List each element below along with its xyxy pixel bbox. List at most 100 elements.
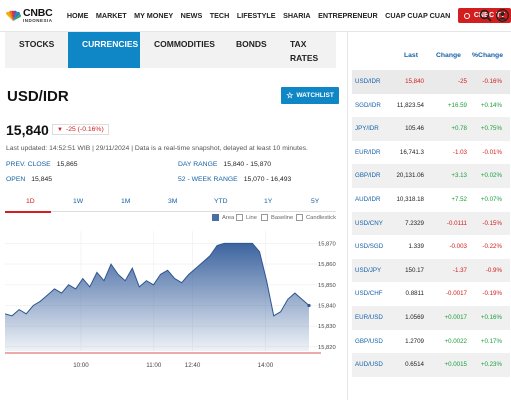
row-symbol[interactable]: JPY/IDR — [355, 125, 379, 133]
row-symbol[interactable]: EUR/IDR — [355, 148, 381, 156]
legend-baseline-label: Baseline — [271, 214, 294, 221]
area-fill — [5, 243, 309, 351]
range-active-indicator — [5, 211, 51, 213]
range-ytd[interactable]: YTD — [214, 198, 228, 205]
nav-news[interactable]: NEWS — [180, 11, 203, 20]
nav-my-money[interactable]: MY MONEY — [134, 11, 174, 20]
table-row[interactable]: AUD/USD 0.6514 +0.0015 +0.23% — [352, 353, 510, 377]
tab-currencies[interactable]: CURRENCIES — [68, 32, 140, 68]
range-1m[interactable]: 1M — [121, 198, 131, 205]
legend-candlestick[interactable]: Candlestick — [296, 214, 336, 221]
live-icon — [463, 12, 470, 19]
row-symbol[interactable]: AUD/IDR — [355, 196, 381, 203]
table-row[interactable]: JPY/IDR 105.46 +0.78 +0.75% — [352, 117, 510, 141]
prev-close-value: 15,865 — [56, 161, 78, 168]
y-tick-label: 15,820 — [318, 345, 336, 351]
row-last: 11,823.54 — [396, 101, 424, 109]
row-symbol[interactable]: AUD/USD — [355, 361, 383, 369]
x-tick-label: 12:40 — [185, 362, 201, 369]
range-1w[interactable]: 1W — [73, 198, 84, 205]
cnbc-logo[interactable]: CNBC INDONESIA — [5, 8, 60, 23]
price-change-badge: ▼ -25 (-0.16%) — [52, 124, 109, 135]
row-last: 0.6514 — [405, 361, 424, 369]
row-pct-change: +0.75% — [480, 125, 502, 133]
price-chart[interactable]: 15,820 15,830 15,840 15,850 15,860 15,870 10:0… — [5, 225, 351, 375]
row-symbol[interactable]: USD/SGD — [355, 243, 384, 251]
nav-sharia[interactable]: SHARIA — [283, 11, 311, 20]
row-pct-change: +0.02% — [480, 172, 502, 180]
logo-text: CNBC — [23, 7, 53, 19]
week52-label: 52 - WEEK RANGE — [178, 176, 238, 183]
table-row[interactable]: USD/JPY 150.17 -1.37 -0.9% — [352, 258, 510, 283]
range-1d[interactable]: 1D — [26, 198, 35, 205]
legend-line[interactable]: Line — [236, 214, 257, 221]
range-5y[interactable]: 5Y — [311, 198, 320, 205]
top-navbar: CNBC INDONESIA HOME MARKET MY MONEY NEWS… — [0, 0, 511, 32]
row-symbol[interactable]: USD/JPY — [355, 266, 382, 274]
nav-entrepreneur[interactable]: ENTREPRENEUR — [318, 11, 378, 20]
table-row[interactable]: AUD/IDR 10,318.18 +7.52 +0.07% — [352, 188, 510, 212]
day-range: DAY RANGE 15,840 - 15,870 — [178, 161, 271, 168]
row-change: +0.0017 — [444, 314, 467, 321]
row-pct-change: -0.9% — [485, 266, 502, 274]
table-row[interactable]: SGD/IDR 11,823.54 +16.59 +0.14% — [352, 94, 510, 118]
row-last: 150.17 — [405, 266, 424, 274]
row-pct-change: +0.14% — [480, 101, 502, 109]
tab-stocks[interactable]: STOCKS — [19, 39, 55, 49]
legend-area-label: Area — [222, 214, 235, 221]
tab-bonds[interactable]: BONDS — [236, 39, 267, 49]
row-symbol[interactable]: USD/CNY — [355, 219, 383, 227]
row-change: +0.78 — [451, 125, 467, 133]
nav-tech[interactable]: TECH — [209, 11, 230, 20]
range-3m[interactable]: 3M — [168, 198, 178, 205]
page-title: USD/IDR — [7, 88, 69, 105]
tab-commodities[interactable]: COMMODITIES — [154, 39, 215, 49]
row-symbol[interactable]: USD/IDR — [355, 78, 381, 85]
row-symbol[interactable]: EUR/USD — [355, 314, 383, 321]
row-change: +0.0022 — [444, 337, 467, 345]
prev-close: PREV. CLOSE 15,865 — [6, 161, 78, 168]
row-last: 20,131.06 — [396, 172, 424, 180]
row-symbol[interactable]: SGD/IDR — [355, 101, 381, 109]
table-row[interactable]: EUR/IDR 16,741.3 -1.03 -0.01% — [352, 141, 510, 165]
y-tick-label: 15,860 — [318, 262, 336, 268]
x-tick-label: 10:00 — [73, 362, 89, 369]
row-symbol[interactable]: GBP/IDR — [355, 172, 381, 180]
nav-lifestyle[interactable]: LIFESTYLE — [236, 11, 276, 20]
nav-home[interactable]: HOME — [66, 11, 89, 20]
checkbox-icon — [261, 214, 268, 221]
row-change: -1.03 — [452, 148, 467, 156]
user-icon[interactable] — [496, 9, 509, 22]
table-row[interactable]: EUR/USD 1.0569 +0.0017 +0.16% — [352, 306, 510, 330]
legend-baseline[interactable]: Baseline — [261, 214, 293, 221]
col-head-pct-change: %Change — [472, 52, 503, 59]
watchlist-button[interactable]: ☆ WATCHLIST — [281, 87, 339, 104]
x-tick-label: 11:00 — [146, 362, 162, 369]
tab-tax-rates[interactable]: TAX RATES — [290, 39, 319, 63]
logo-subtext: INDONESIA — [23, 17, 53, 23]
table-row[interactable]: USD/CNY 7.2329 -0.0111 -0.15% — [352, 211, 510, 236]
legend-line-label: Line — [246, 214, 257, 221]
range-1y[interactable]: 1Y — [264, 198, 273, 205]
week52-range: 52 - WEEK RANGE 15,070 - 16,493 — [178, 176, 291, 183]
row-pct-change: +0.07% — [480, 196, 502, 203]
row-symbol[interactable]: USD/CHF — [355, 290, 383, 298]
day-range-value: 15,840 - 15,870 — [223, 161, 272, 168]
row-pct-change: -0.15% — [482, 219, 502, 227]
nav-cuap-cuap-cuan[interactable]: CUAP CUAP CUAN — [385, 11, 451, 20]
table-row[interactable]: GBP/USD 1.2709 +0.0022 +0.17% — [352, 330, 510, 354]
open-value: 15,845 — [31, 176, 53, 183]
table-row[interactable]: USD/CHF 0.8811 -0.0017 -0.19% — [352, 282, 510, 306]
search-icon[interactable] — [479, 9, 492, 22]
down-arrow-icon: ▼ — [57, 126, 63, 133]
row-pct-change: -0.01% — [482, 148, 502, 156]
row-symbol[interactable]: GBP/USD — [355, 337, 383, 345]
checkbox-icon — [236, 214, 243, 221]
week52-value: 15,070 - 16,493 — [243, 176, 292, 183]
legend-area[interactable]: Area — [212, 214, 234, 221]
nav-market[interactable]: MARKET — [95, 11, 127, 20]
row-last: 1.339 — [408, 243, 424, 251]
table-row[interactable]: GBP/IDR 20,131.06 +3.13 +0.02% — [352, 164, 510, 188]
table-row[interactable]: USD/SGD 1.339 -0.003 -0.22% — [352, 235, 510, 259]
table-row[interactable]: USD/IDR 15,840 -25 -0.16% — [352, 70, 510, 94]
